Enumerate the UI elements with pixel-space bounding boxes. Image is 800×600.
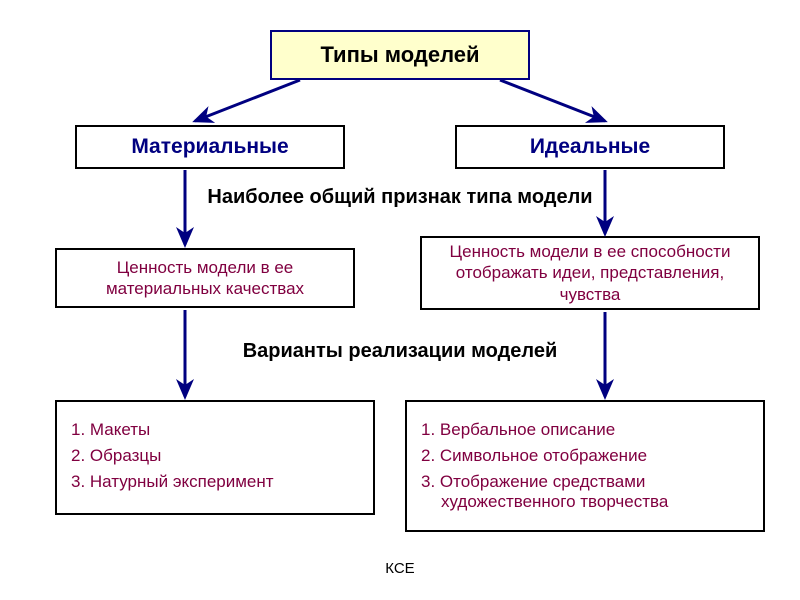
list-item: 2. Символьное отображение — [421, 446, 749, 466]
list-item: 1. Вербальное описание — [421, 420, 749, 440]
list-item: 1. Макеты — [71, 420, 359, 440]
header2-text: Варианты реализации моделей — [243, 340, 558, 362]
title-box: Типы моделей — [270, 30, 530, 80]
footer-text: КСЕ — [385, 560, 414, 577]
header-realization-variants: Варианты реализации моделей — [0, 340, 800, 363]
list-right: 1. Вербальное описание 2. Символьное отоб… — [405, 400, 765, 532]
title-text: Типы моделей — [320, 42, 479, 68]
box-value-material-text: Ценность модели в ее материальных качест… — [65, 257, 345, 300]
list-item: 2. Образцы — [71, 446, 359, 466]
header1-text: Наиболее общий признак типа модели — [207, 186, 592, 208]
list-item: 3. Натурный эксперимент — [71, 472, 359, 492]
box-value-ideal: Ценность модели в ее способности отображ… — [420, 236, 760, 310]
box-ideal-text: Идеальные — [530, 135, 650, 159]
list-left: 1. Макеты 2. Образцы 3. Натурный экспериме… — [55, 400, 375, 515]
header-common-feature: Наиболее общий признак типа модели — [0, 186, 800, 209]
box-material-text: Материальные — [131, 135, 288, 159]
arrow — [195, 80, 300, 121]
arrow — [500, 80, 605, 121]
footer: КСЕ — [0, 560, 800, 577]
box-value-material: Ценность модели в ее материальных качест… — [55, 248, 355, 308]
list-item: 3. Отображение средствами художественног… — [421, 472, 749, 512]
box-material: Материальные — [75, 125, 345, 169]
box-value-ideal-text: Ценность модели в ее способности отображ… — [430, 241, 750, 305]
box-ideal: Идеальные — [455, 125, 725, 169]
